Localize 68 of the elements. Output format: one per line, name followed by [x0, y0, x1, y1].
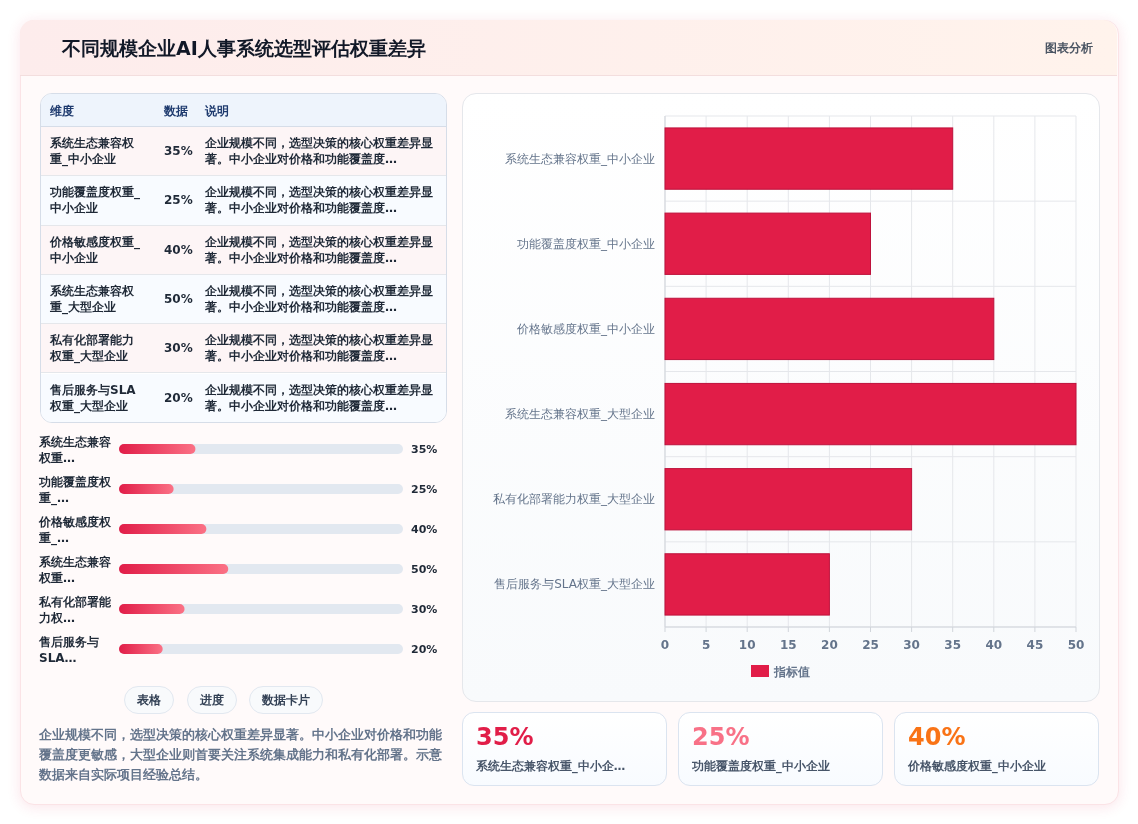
text: 50% [164, 291, 193, 306]
x-tick-label: 15 [779, 638, 797, 652]
x-tick-label: 35 [944, 638, 962, 652]
x-tick-label: 0 [660, 638, 670, 652]
y-tick-label: 售后服务与SLA权重_大型企业 [494, 577, 655, 592]
y-tick-label: 价格敏感度权重_中小企业 [516, 321, 655, 336]
bar [664, 382, 1077, 446]
text: 25% [692, 723, 750, 751]
y-tick-label: 系统生态兼容权重_大型企业 [505, 407, 655, 422]
y-tick-label: 功能覆盖度权重_中小企业 [517, 236, 655, 251]
y-tick-label: 售后服务与SLA… [39, 634, 100, 666]
data-label: 40% [411, 523, 438, 536]
bar [119, 644, 163, 654]
text: 40% [164, 242, 193, 257]
x-tick-label: 20 [821, 638, 838, 652]
text: 进度 [187, 686, 237, 714]
text: 35% [476, 723, 534, 751]
text: 图表分析 [1045, 40, 1093, 57]
category-label: 系统生态兼容权重_中小企… [476, 759, 626, 774]
y-tick-label: 价格敏感度权重_… [39, 514, 112, 546]
x-tick-label: 10 [738, 638, 756, 652]
data-label: 50% [411, 563, 438, 576]
text: 25% [164, 193, 193, 208]
text: 数据卡片 [249, 686, 323, 714]
y-tick-label: 私有化部署能力权… [39, 594, 112, 626]
text: 不同规模企业AI人事系统选型评估权重差异 [62, 36, 426, 61]
bar [119, 484, 174, 494]
bar [119, 604, 185, 614]
text: 35% [164, 144, 193, 158]
bar [664, 297, 995, 361]
text: 表格 [124, 686, 174, 714]
data-label: 20% [411, 643, 438, 656]
x-tick-label: 25 [862, 638, 879, 652]
y-tick-label: 系统生态兼容权重… [39, 554, 112, 586]
bar [119, 444, 196, 454]
x-tick-label: 30 [903, 638, 920, 652]
text: 企业规模不同，选型决策的核心权重差异显著。中小企业对价格和功能覆盖度… [205, 184, 434, 217]
data-label: 30% [411, 603, 438, 616]
y-tick-label: 私有化部署能力权重_大型企业 [493, 492, 655, 507]
bar [664, 553, 830, 616]
text: 数据 [164, 103, 188, 120]
text: 企业规模不同，选型决策的核心权重差异显著。中小企业对价格和功能覆盖度… [205, 135, 434, 167]
x-tick-label: 50 [1067, 638, 1085, 652]
text: 企业规模不同，选型决策的核心权重差异显著。中小企业对价格和功能覆盖度… [205, 233, 434, 266]
data-label: 35% [411, 443, 438, 456]
x-tick-label: 45 [1026, 638, 1044, 652]
y-tick-label: 系统生态兼容权重… [39, 434, 112, 466]
text: 指标值 [773, 665, 810, 679]
data-label: 25% [411, 483, 438, 496]
text: 30% [164, 341, 193, 356]
y-tick-label: 系统生态兼容权重_中小企业 [505, 151, 655, 166]
text: 40% [908, 723, 966, 751]
text: 企业规模不同，选型决策的核心权重差异显著。中小企业对价格和功能覆盖度… [205, 381, 434, 414]
text: 20% [164, 390, 193, 405]
text: 维度 [50, 103, 74, 120]
bar [664, 127, 954, 190]
text: 企业规模不同，选型决策的核心权重差异显著。中小企业对价格和功能覆盖度… [205, 332, 434, 365]
y-tick-label: 功能覆盖度权重_… [39, 474, 112, 506]
bar [664, 212, 871, 275]
x-tick-label: 40 [985, 638, 1003, 652]
bar [119, 524, 207, 534]
category-label: 功能覆盖度权重_中小企业 [692, 759, 830, 774]
text: 企业规模不同，选型决策的核心权重差异显著。中小企业对价格和功能覆盖度更敏感，大型企业则首要关注系统集成能力和私有化部署。示意数据来自实际项目经验总结。 [39, 726, 443, 784]
x-tick-label: 5 [701, 638, 711, 652]
bar [664, 468, 913, 531]
category-label: 价格敏感度权重_中小企业 [908, 759, 1046, 774]
text: 企业规模不同，选型决策的核心权重差异显著。中小企业对价格和功能覆盖度… [205, 282, 434, 315]
text: 说明 [205, 103, 229, 120]
